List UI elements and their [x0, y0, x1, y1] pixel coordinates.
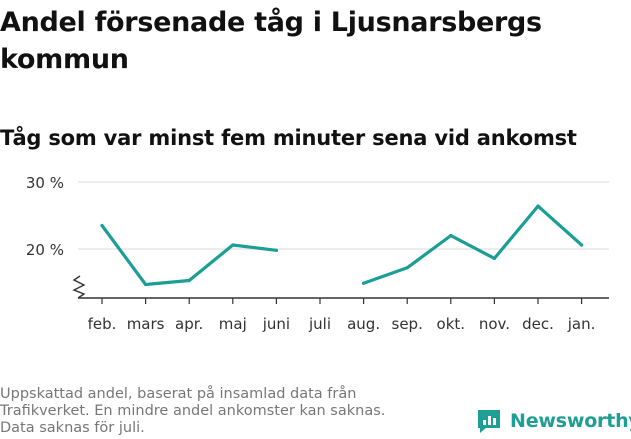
brand-logo[interactable]: Newsworthy [476, 408, 631, 434]
footnote-line-2: Trafikverket. En mindre andel ankomster … [0, 403, 386, 419]
data-point [580, 243, 584, 247]
y-tick-label: 20 % [26, 241, 64, 259]
footnote-line-3: Data saknas för juli. [0, 420, 145, 436]
data-point [449, 234, 453, 238]
x-tick-label: juni [262, 315, 290, 333]
data-point [492, 256, 496, 260]
data-point [231, 243, 235, 247]
x-axis [72, 275, 609, 299]
x-tick-label: aug. [347, 315, 380, 333]
data-point [144, 282, 148, 287]
data-point [362, 281, 366, 285]
y-tick-label: 30 % [26, 174, 64, 192]
series-line [100, 223, 278, 287]
x-tick-label: mars [127, 315, 165, 333]
gridlines [78, 181, 609, 250]
data-point [274, 248, 278, 252]
x-tick-label: dec. [522, 315, 554, 333]
x-tick-label: okt. [437, 315, 466, 333]
data-point [100, 223, 104, 228]
footnote: Uppskattad andel, baserat på insamlad da… [0, 386, 440, 437]
newsworthy-logo-icon [478, 410, 500, 433]
data-point [405, 266, 409, 270]
x-tick-label: nov. [479, 315, 510, 333]
series-line [362, 204, 584, 285]
y-axis-break [72, 275, 86, 299]
line-chart: 20 % 30 % feb. mars apr. maj juni juli aug. sep.… [26, 174, 609, 333]
data-point [187, 278, 191, 283]
footnote-line-1: Uppskattad andel, baserat på insamlad da… [0, 386, 357, 402]
x-axis-ticks: feb. mars apr. maj juni juli aug. sep. okt. nov. d… [88, 298, 596, 333]
chart-title: Andel försenade tåg i Ljusnarsbergs komm… [0, 7, 542, 75]
x-tick-label: maj [219, 315, 247, 333]
x-tick-label: juli [308, 315, 331, 333]
x-tick-label: feb. [88, 315, 117, 333]
x-tick-label: jan. [567, 315, 596, 333]
x-tick-label: apr. [175, 315, 203, 333]
series-lines [100, 204, 584, 287]
x-tick-label: sep. [392, 315, 423, 333]
data-point [536, 204, 540, 208]
brand-name: Newsworthy [510, 410, 631, 432]
chart-subtitle: Tåg som var minst fem minuter sena vid a… [0, 126, 577, 150]
y-axis-ticks: 20 % 30 % [26, 174, 64, 259]
